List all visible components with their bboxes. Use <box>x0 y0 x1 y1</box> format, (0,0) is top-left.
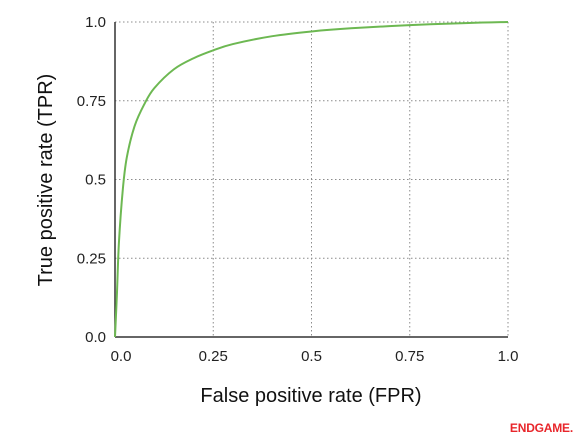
y-tick-label: 0.75 <box>77 93 106 110</box>
endgame-logo: ENDGAME. <box>510 421 573 435</box>
x-tick-label: 0.5 <box>301 348 322 365</box>
y-axis-label: True positive rate (TPR) <box>35 74 57 287</box>
y-tick-labels: 0.0 0.25 0.5 0.75 1.0 <box>77 14 106 346</box>
y-tick-label: 0.0 <box>85 329 106 346</box>
y-tick-label: 1.0 <box>85 14 106 31</box>
axes <box>114 22 508 338</box>
roc-curve <box>114 21 509 338</box>
x-tick-label: 1.0 <box>498 348 519 365</box>
x-tick-label: 0.75 <box>395 348 424 365</box>
x-tick-labels: 0.0 0.25 0.5 0.75 1.0 <box>111 348 519 365</box>
y-tick-label: 0.25 <box>77 250 106 267</box>
x-tick-label: 0.0 <box>111 348 132 365</box>
x-tick-label: 0.25 <box>199 348 228 365</box>
y-tick-label: 0.5 <box>85 172 106 189</box>
grid-lines <box>115 21 509 337</box>
x-axis-label: False positive rate (FPR) <box>200 385 421 407</box>
